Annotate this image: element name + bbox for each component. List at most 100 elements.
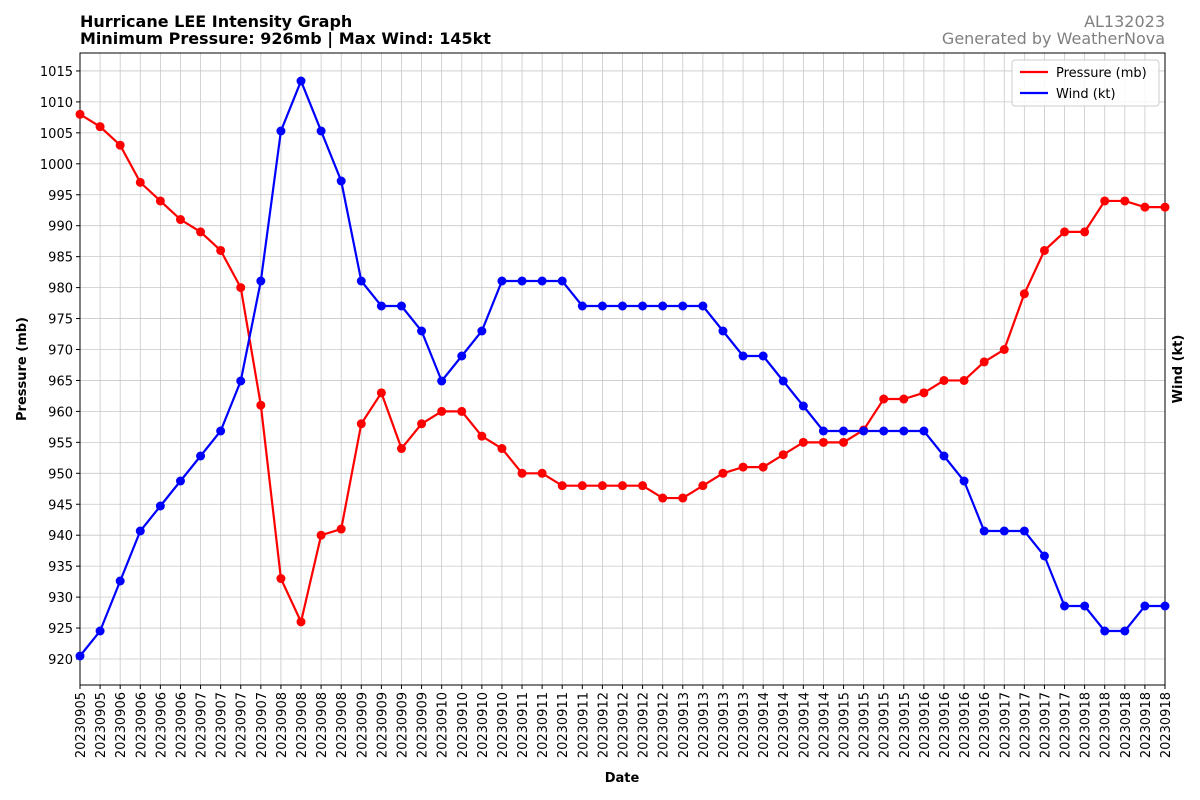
data-point xyxy=(95,626,105,636)
data-point xyxy=(1039,551,1049,561)
data-point xyxy=(879,426,889,436)
data-point xyxy=(698,481,708,491)
x-tick-label: 20230907 xyxy=(215,692,230,758)
x-tick-label: 20230909 xyxy=(395,692,410,758)
y-tick-label: 935 xyxy=(48,560,73,575)
data-point xyxy=(939,375,949,385)
data-point xyxy=(517,276,527,286)
data-point xyxy=(658,493,668,503)
y-tick-label: 1015 xyxy=(40,65,73,80)
y-tick-label: 920 xyxy=(48,653,73,668)
x-tick-label: 20230908 xyxy=(315,692,330,758)
data-point xyxy=(537,468,547,478)
data-point xyxy=(95,122,105,132)
x-tick-label: 20230914 xyxy=(757,692,772,758)
storm-id: AL132023 xyxy=(1084,12,1165,31)
data-point xyxy=(818,437,828,447)
data-point xyxy=(597,481,607,491)
data-point xyxy=(477,326,487,336)
y2-axis-label: Wind (kt) xyxy=(1171,335,1186,404)
legend-label: Pressure (mb) xyxy=(1056,66,1147,81)
x-tick-label: 20230910 xyxy=(456,692,471,758)
x-tick-label: 20230908 xyxy=(335,692,350,758)
data-point xyxy=(879,394,889,404)
data-point xyxy=(979,526,989,536)
y-tick-label: 970 xyxy=(48,344,73,359)
data-point xyxy=(236,376,246,386)
x-tick-label: 20230916 xyxy=(978,692,993,758)
x-tick-label: 20230912 xyxy=(617,692,632,758)
x-tick-label: 20230915 xyxy=(878,692,893,758)
y-tick-label: 955 xyxy=(48,436,73,451)
data-point xyxy=(939,451,949,461)
data-point xyxy=(1140,601,1150,611)
data-point xyxy=(497,444,507,454)
y-tick-label: 1005 xyxy=(40,127,73,142)
y-tick-label: 945 xyxy=(48,498,73,513)
data-point xyxy=(196,451,206,461)
data-point xyxy=(839,426,849,436)
data-point xyxy=(497,276,507,286)
y-tick-label: 965 xyxy=(48,374,73,389)
data-point xyxy=(959,375,969,385)
data-point xyxy=(1120,626,1130,636)
data-point xyxy=(1060,227,1070,237)
x-tick-label: 20230915 xyxy=(838,692,853,758)
data-point xyxy=(336,176,346,186)
data-point xyxy=(196,227,206,237)
data-point xyxy=(1140,202,1150,212)
x-tick-label: 20230912 xyxy=(657,692,672,758)
y-tick-label: 985 xyxy=(48,251,73,266)
y-tick-label: 930 xyxy=(48,591,73,606)
data-point xyxy=(155,501,165,511)
data-point xyxy=(1160,601,1170,611)
x-tick-label: 20230913 xyxy=(737,692,752,758)
data-point xyxy=(1019,289,1029,299)
x-tick-label: 20230905 xyxy=(74,692,89,758)
x-tick-label: 20230918 xyxy=(1159,692,1174,758)
x-tick-label: 20230911 xyxy=(516,692,531,758)
x-tick-label: 20230918 xyxy=(1139,692,1154,758)
data-point xyxy=(316,126,326,136)
data-point xyxy=(999,526,1009,536)
x-tick-label: 20230909 xyxy=(375,692,390,758)
x-tick-label: 20230916 xyxy=(938,692,953,758)
x-tick-label: 20230915 xyxy=(898,692,913,758)
x-tick-label: 20230909 xyxy=(416,692,431,758)
data-point xyxy=(517,468,527,478)
data-point xyxy=(236,283,246,293)
data-point xyxy=(778,450,788,460)
x-tick-label: 20230917 xyxy=(1038,692,1053,758)
x-tick-label: 20230913 xyxy=(677,692,692,758)
x-tick-label: 20230907 xyxy=(255,692,270,758)
data-point xyxy=(296,617,306,627)
data-point xyxy=(839,437,849,447)
x-tick-label: 20230906 xyxy=(134,692,149,758)
x-tick-label: 20230918 xyxy=(1119,692,1134,758)
chart-title: Hurricane LEE Intensity Graph xyxy=(80,12,352,31)
y-axis-label: Pressure (mb) xyxy=(15,317,30,421)
data-point xyxy=(356,419,366,429)
x-tick-label: 20230914 xyxy=(817,692,832,758)
data-point xyxy=(1080,601,1090,611)
x-tick-label: 20230908 xyxy=(275,692,290,758)
data-point xyxy=(276,126,286,136)
x-tick-label: 20230917 xyxy=(1018,692,1033,758)
data-point xyxy=(276,574,286,584)
x-tick-label: 20230910 xyxy=(476,692,491,758)
data-point xyxy=(798,437,808,447)
data-point xyxy=(216,245,226,255)
legend-label: Wind (kt) xyxy=(1056,87,1116,102)
y-tick-label: 950 xyxy=(48,467,73,482)
data-point xyxy=(457,406,467,416)
data-point xyxy=(1100,626,1110,636)
data-point xyxy=(1160,202,1170,212)
data-point xyxy=(1080,227,1090,237)
x-tick-label: 20230917 xyxy=(1059,692,1074,758)
data-point xyxy=(376,301,386,311)
x-tick-label: 20230909 xyxy=(355,692,370,758)
data-point xyxy=(778,376,788,386)
data-point xyxy=(115,140,125,150)
data-point xyxy=(718,326,728,336)
